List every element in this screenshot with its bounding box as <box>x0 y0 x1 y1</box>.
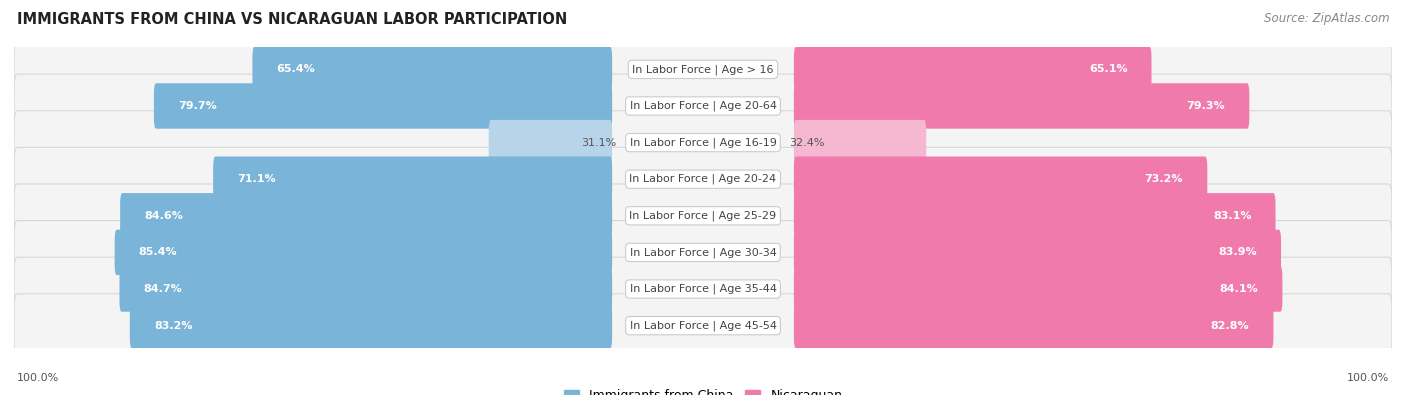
FancyBboxPatch shape <box>794 120 927 165</box>
Text: 83.1%: 83.1% <box>1213 211 1251 221</box>
Text: 84.6%: 84.6% <box>145 211 183 221</box>
Text: 82.8%: 82.8% <box>1211 321 1250 331</box>
FancyBboxPatch shape <box>214 156 612 202</box>
Text: In Labor Force | Age > 16: In Labor Force | Age > 16 <box>633 64 773 75</box>
Text: 71.1%: 71.1% <box>238 174 276 184</box>
Text: 100.0%: 100.0% <box>1347 373 1389 383</box>
Text: 83.2%: 83.2% <box>153 321 193 331</box>
FancyBboxPatch shape <box>794 193 1275 239</box>
FancyBboxPatch shape <box>794 156 1208 202</box>
Text: In Labor Force | Age 20-64: In Labor Force | Age 20-64 <box>630 101 776 111</box>
FancyBboxPatch shape <box>14 74 1392 138</box>
FancyBboxPatch shape <box>115 230 612 275</box>
FancyBboxPatch shape <box>129 303 612 348</box>
FancyBboxPatch shape <box>120 193 612 239</box>
Text: In Labor Force | Age 30-34: In Labor Force | Age 30-34 <box>630 247 776 258</box>
Text: 65.4%: 65.4% <box>277 64 315 74</box>
Text: 84.1%: 84.1% <box>1219 284 1258 294</box>
Text: 32.4%: 32.4% <box>789 137 824 148</box>
Text: 31.1%: 31.1% <box>582 137 617 148</box>
FancyBboxPatch shape <box>253 47 612 92</box>
Text: 83.9%: 83.9% <box>1218 247 1257 258</box>
Text: In Labor Force | Age 45-54: In Labor Force | Age 45-54 <box>630 320 776 331</box>
FancyBboxPatch shape <box>14 294 1392 357</box>
FancyBboxPatch shape <box>794 47 1152 92</box>
Legend: Immigrants from China, Nicaraguan: Immigrants from China, Nicaraguan <box>558 384 848 395</box>
FancyBboxPatch shape <box>153 83 612 129</box>
Text: In Labor Force | Age 35-44: In Labor Force | Age 35-44 <box>630 284 776 294</box>
Text: 73.2%: 73.2% <box>1144 174 1184 184</box>
FancyBboxPatch shape <box>120 266 612 312</box>
Text: In Labor Force | Age 20-24: In Labor Force | Age 20-24 <box>630 174 776 184</box>
FancyBboxPatch shape <box>14 147 1392 211</box>
Text: 79.3%: 79.3% <box>1187 101 1225 111</box>
FancyBboxPatch shape <box>489 120 612 165</box>
FancyBboxPatch shape <box>794 230 1281 275</box>
FancyBboxPatch shape <box>14 111 1392 175</box>
Text: IMMIGRANTS FROM CHINA VS NICARAGUAN LABOR PARTICIPATION: IMMIGRANTS FROM CHINA VS NICARAGUAN LABO… <box>17 12 567 27</box>
FancyBboxPatch shape <box>14 257 1392 321</box>
FancyBboxPatch shape <box>14 38 1392 101</box>
FancyBboxPatch shape <box>14 220 1392 284</box>
Text: 100.0%: 100.0% <box>17 373 59 383</box>
Text: 65.1%: 65.1% <box>1088 64 1128 74</box>
Text: 85.4%: 85.4% <box>139 247 177 258</box>
Text: In Labor Force | Age 16-19: In Labor Force | Age 16-19 <box>630 137 776 148</box>
Text: In Labor Force | Age 25-29: In Labor Force | Age 25-29 <box>630 211 776 221</box>
FancyBboxPatch shape <box>14 184 1392 248</box>
FancyBboxPatch shape <box>794 83 1250 129</box>
Text: Source: ZipAtlas.com: Source: ZipAtlas.com <box>1264 12 1389 25</box>
FancyBboxPatch shape <box>794 266 1282 312</box>
FancyBboxPatch shape <box>794 303 1274 348</box>
Text: 84.7%: 84.7% <box>143 284 183 294</box>
Text: 79.7%: 79.7% <box>179 101 217 111</box>
